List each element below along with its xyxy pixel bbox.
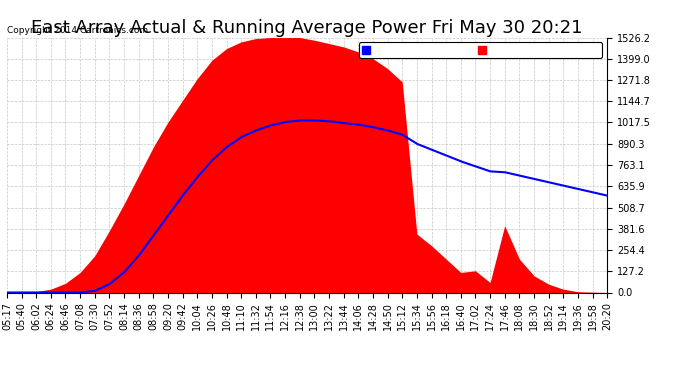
Title: East Array Actual & Running Average Power Fri May 30 20:21: East Array Actual & Running Average Powe… (31, 20, 583, 38)
Legend: Average  (DC Watts), East Array  (DC Watts): Average (DC Watts), East Array (DC Watts… (359, 42, 602, 58)
Text: Copyright 2014 Cartronics.com: Copyright 2014 Cartronics.com (7, 26, 148, 35)
